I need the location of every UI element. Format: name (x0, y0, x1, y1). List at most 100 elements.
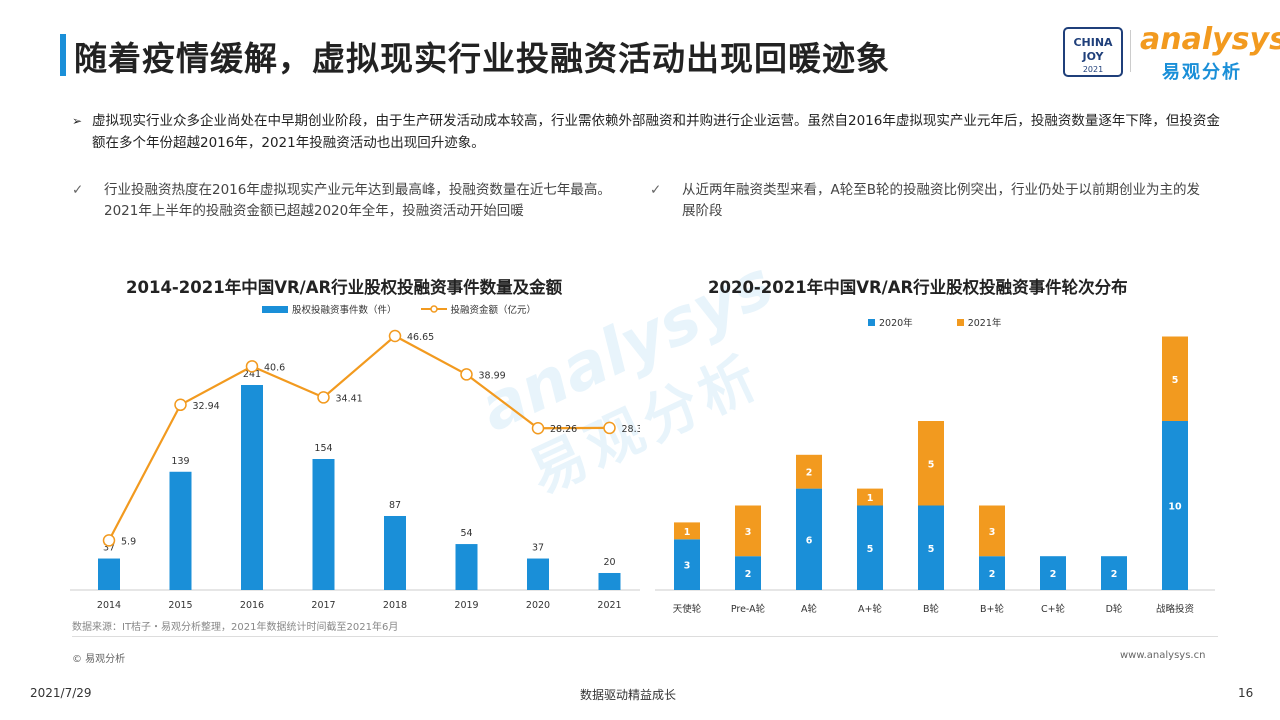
bar-data-label: 2 (806, 468, 813, 479)
x-tick-label: 2021 (597, 600, 621, 611)
bar-data-label: 139 (171, 456, 189, 467)
line-data-label: 40.6 (264, 362, 285, 373)
bar-data-label: 5 (867, 544, 874, 555)
chart2-plot: 3 1 天使轮 2 3 Pre-A轮 6 2 A轮 5 1 A+轮 5 5 B轮 2 3 B+轮 2 C+轮 2 D轮 10… (655, 336, 1215, 615)
bar-data-label: 241 (243, 369, 261, 380)
bar (598, 572, 621, 590)
bar-2021 (674, 522, 700, 540)
legend-label: 股权投融资事件数（件） (292, 305, 397, 316)
chart2-legend: 2020年 2021年 (868, 315, 1001, 329)
x-tick-label: B轮 (923, 603, 940, 615)
line-point (460, 368, 473, 381)
key-point-text: 行业投融资热度在2016年虚拟现实产业元年达到最高峰，投融资数量在近七年最高。2… (104, 182, 611, 219)
bar-2021 (796, 454, 822, 489)
x-tick-label: 2019 (454, 600, 478, 611)
x-tick-label: A轮 (801, 603, 817, 615)
legend-swatch-2020 (868, 318, 875, 326)
x-tick-label: C+轮 (1041, 603, 1066, 615)
check-icon: ✓ (72, 182, 84, 198)
legend-swatch-line (420, 305, 447, 313)
x-tick-label: 2016 (240, 600, 264, 611)
bar-data-label: 2 (1050, 569, 1057, 580)
site-link[interactable]: www.analysys.cn (1120, 650, 1206, 661)
bar (169, 471, 192, 590)
report-date: 2021/7/29 (30, 686, 92, 700)
bar-data-label: 37 (532, 543, 544, 554)
bar-data-label: 37 (103, 543, 115, 554)
line-data-label: 32.94 (193, 401, 220, 412)
slogan: 数据驱动精益成长 (580, 688, 677, 702)
bar-data-label: 2 (745, 569, 752, 580)
bar-data-label: 3 (989, 527, 996, 538)
x-tick-label: 天使轮 (673, 603, 702, 615)
bar (455, 544, 478, 590)
bar-2020 (735, 556, 761, 590)
line-data-label: 46.65 (407, 332, 434, 343)
x-tick-label: D轮 (1106, 603, 1123, 615)
bar-data-label: 1 (867, 493, 874, 504)
bar-2020 (1040, 556, 1066, 590)
bar-2020 (1162, 421, 1188, 590)
series-line (108, 334, 610, 541)
bar (98, 558, 120, 590)
line-data-label: 28.26 (550, 424, 577, 435)
key-point-text: 从近两年融资类型来看，A轮至B轮的投融资比例突出，行业仍处于以前期创业为主的发展… (682, 182, 1200, 219)
intro-text: 虚拟现实行业众多企业尚处在中早期创业阶段，由于生产研发活动成本较高，行业需依赖外… (92, 113, 1220, 151)
bar (384, 515, 406, 590)
bar-2021 (918, 421, 944, 506)
bar-2020 (857, 505, 883, 590)
legend-label: 投融资金额（亿元） (450, 305, 537, 316)
legend-swatch-2021 (956, 318, 964, 326)
x-tick-label: A+轮 (858, 603, 882, 615)
bar-data-label: 5 (928, 544, 935, 555)
title-accent-bar (60, 34, 66, 76)
bar-data-label: 2 (989, 569, 996, 580)
line-point (102, 534, 116, 547)
bar-data-label: 2 (1111, 569, 1118, 580)
bar-2020 (918, 505, 944, 590)
x-tick-label: Pre-A轮 (731, 603, 766, 615)
bar-2021 (1162, 336, 1188, 421)
logo-divider (1130, 30, 1131, 72)
bar-data-label: 3 (684, 561, 691, 572)
line-data-label: 38.99 (479, 370, 506, 381)
bar-data-label: 154 (314, 443, 332, 454)
bar (312, 459, 335, 590)
chart2-title: 2020-2021年中国VR/AR行业股权投融资事件轮次分布 (708, 278, 1128, 297)
bar-2020 (674, 539, 700, 590)
page-title: 随着疫情缓解，虚拟现实行业投融资活动出现回暖迹象 (74, 39, 890, 78)
line-data-label: 34.41 (336, 393, 363, 404)
bar-data-label: 5 (1172, 375, 1179, 386)
x-tick-label: 2015 (168, 600, 192, 611)
bar (241, 385, 263, 590)
line-point (174, 398, 187, 412)
bar-data-label: 3 (745, 527, 752, 538)
analysys-logo: analysys (1140, 22, 1280, 57)
x-tick-label: 2020 (526, 600, 550, 611)
x-tick-label: 2014 (97, 600, 121, 611)
bar-2021 (735, 505, 761, 557)
chart1-legend: 股权投融资事件数（件） 投融资金额（亿元） (262, 302, 536, 316)
footer-divider (72, 636, 1218, 637)
analysys-logo-cn: 易观分析 (1162, 62, 1242, 83)
bar (527, 558, 549, 590)
bar-data-label: 5 (928, 459, 935, 470)
bar-2020 (796, 488, 822, 590)
x-tick-label: 战略投资 (1156, 603, 1195, 615)
svg-text:JOY: JOY (1081, 50, 1104, 63)
chart1-title: 2014-2021年中国VR/AR行业股权投融资事件数量及金额 (126, 278, 563, 297)
line-point (388, 329, 402, 343)
check-icon: ✓ (650, 182, 662, 198)
legend-swatch-bar (262, 305, 288, 313)
bar-2020 (1101, 556, 1127, 590)
arrow-icon: ➢ (72, 114, 83, 128)
bar-data-label: 10 (1168, 502, 1182, 513)
line-point (245, 360, 259, 373)
x-tick-label: B+轮 (980, 603, 1004, 615)
x-tick-label: 2018 (383, 600, 407, 611)
svg-text:CHINA: CHINA (1073, 36, 1113, 49)
bar-data-label: 1 (684, 527, 691, 538)
x-tick-label: 2017 (311, 600, 335, 611)
bar-2020 (979, 556, 1005, 590)
bar-data-label: 6 (806, 535, 813, 546)
